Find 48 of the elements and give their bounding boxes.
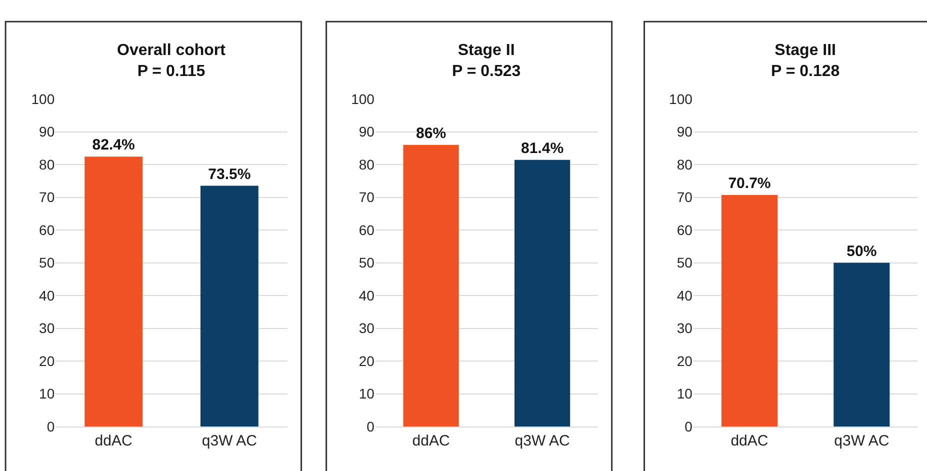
y-tick-label: 60 [39, 222, 55, 238]
x-tick-label: q3W AC [514, 432, 570, 450]
x-tick-label: ddAC [94, 432, 132, 450]
y-tick-label: 60 [676, 222, 693, 238]
y-tick-label: 20 [358, 352, 375, 369]
chart-title: Overall cohort P = 0.115 [117, 42, 226, 80]
y-tick-label: 20 [676, 352, 693, 369]
y-tick-label: 40 [358, 287, 375, 304]
y-tick-label: 10 [358, 386, 375, 402]
y-tick-label: 40 [676, 287, 693, 304]
x-tick-label: ddAC [730, 432, 768, 450]
y-tick-label: 30 [358, 320, 375, 336]
y-tick-label: 80 [39, 156, 55, 172]
y-tick-label: 40 [39, 287, 55, 304]
y-tick-label: 10 [39, 386, 55, 402]
data-label: 82.4% [92, 136, 135, 154]
y-tick-label: 0 [684, 418, 693, 434]
x-tick-label: q3W AC [834, 432, 890, 450]
y-tick-label: 60 [358, 222, 375, 238]
y-tick-label: 50 [358, 254, 375, 271]
y-tick-label: 70 [676, 189, 693, 206]
y-tick-label: 70 [358, 189, 375, 206]
y-tick-label: 70 [39, 189, 55, 206]
y-tick-label: 90 [676, 124, 693, 140]
y-tick-label: 0 [366, 418, 375, 434]
y-tick-label: 80 [358, 156, 375, 172]
y-tick-label: 50 [676, 254, 693, 271]
chart-title: Stage III P = 0.128 [771, 42, 840, 80]
y-tick-label: 80 [676, 156, 693, 172]
y-tick-label: 30 [676, 320, 693, 336]
x-tick-label: q3W AC [202, 432, 258, 450]
y-tick-label: 100 [669, 90, 693, 107]
y-tick-label: 100 [31, 90, 55, 107]
y-tick-label: 100 [351, 90, 375, 107]
data-label: 81.4% [521, 140, 564, 157]
y-tick-label: 10 [676, 386, 693, 402]
y-tick-label: 90 [358, 124, 375, 140]
y-tick-label: 90 [39, 124, 55, 140]
y-tick-label: 0 [46, 418, 55, 434]
x-tick-label: ddAC [412, 432, 450, 450]
y-tick-label: 50 [39, 254, 55, 271]
chart-title: Stage II P = 0.523 [452, 42, 521, 80]
data-label: 70.7% [728, 174, 771, 192]
y-tick-label: 30 [39, 320, 55, 336]
data-label: 73.5% [208, 166, 251, 183]
y-tick-label: 20 [39, 352, 55, 369]
data-label: 50% [846, 242, 877, 260]
data-label: 86% [416, 124, 446, 142]
